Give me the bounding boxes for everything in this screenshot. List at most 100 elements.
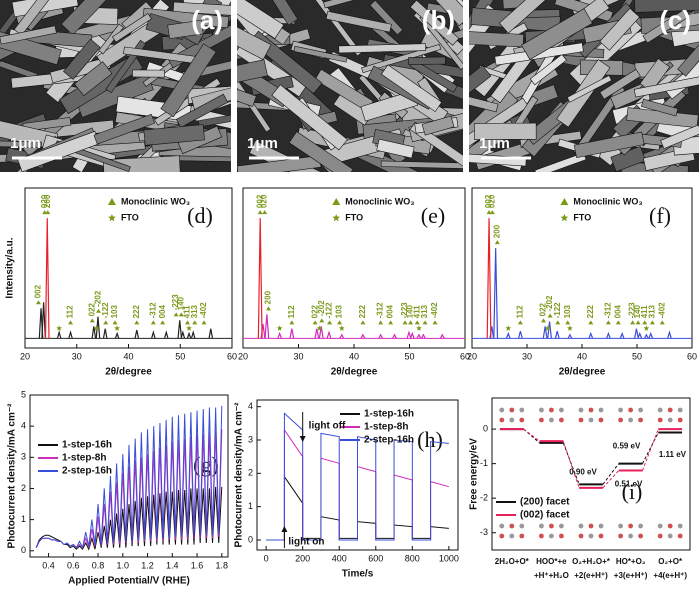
atom: [509, 407, 515, 413]
atom: [539, 417, 544, 423]
plate: [469, 64, 492, 105]
plate: [143, 124, 205, 146]
plate: [102, 155, 181, 172]
atom: [578, 533, 584, 539]
image-label: (a): [191, 5, 223, 35]
peak: [326, 330, 332, 339]
peak: [634, 328, 639, 339]
atom: [657, 417, 663, 423]
y-tick-label: 0: [21, 545, 26, 555]
peak: [493, 248, 499, 339]
peak: [44, 218, 50, 339]
plate: [237, 85, 257, 107]
peak-label: 140: [176, 296, 185, 310]
peak-marker: [262, 210, 268, 215]
arrow-head: [281, 526, 288, 532]
peak-label: -402: [657, 302, 666, 319]
scale-label: 1μm: [247, 135, 278, 152]
peak-marker: [422, 320, 428, 325]
peak-label: -202: [545, 295, 554, 312]
peak-marker: [134, 320, 140, 325]
atom: [657, 533, 663, 539]
fto-marker: [114, 325, 120, 331]
atom: [559, 533, 564, 539]
legend-label: FTO: [573, 212, 591, 222]
x-tick-label: 1000: [439, 553, 459, 563]
category-label: O₂+H₂O+*: [572, 557, 611, 566]
peak-label: -122: [553, 302, 562, 319]
plate: [529, 53, 567, 86]
atom: [509, 417, 515, 423]
image-label: (b): [422, 5, 455, 35]
legend-star: [560, 214, 569, 222]
peak-label: 200: [264, 290, 273, 304]
peak-label: 112: [66, 305, 75, 318]
x-tick-label: 400: [332, 553, 347, 563]
annotation: 0.51 eV: [615, 479, 643, 488]
atom: [598, 407, 604, 413]
atom: [667, 417, 673, 423]
peak-label: 411: [183, 305, 192, 318]
peak-marker: [360, 320, 366, 325]
peak: [554, 331, 560, 339]
peak-label: 313: [420, 304, 429, 318]
plot-frame: [256, 399, 459, 551]
peak-marker: [649, 320, 655, 325]
plate: [660, 124, 699, 149]
legend-label: (002) facet: [520, 510, 570, 521]
panel-label: (f): [649, 203, 671, 228]
plate: [566, 75, 612, 103]
atom: [667, 407, 673, 413]
x-tick-label: 800: [405, 553, 420, 563]
scale-label: 1μm: [10, 135, 41, 152]
plate: [175, 93, 229, 128]
peak-label: 313: [648, 304, 657, 318]
atom: [539, 533, 544, 539]
category-label: +4(e+H⁺): [653, 571, 687, 580]
annotation: light off: [309, 421, 346, 432]
atom: [638, 407, 643, 413]
plate: [132, 69, 165, 78]
peak-marker: [319, 318, 325, 323]
legend-label: FTO: [345, 212, 363, 222]
y-tick-label: 2: [248, 468, 253, 478]
peak-label: 020: [260, 194, 269, 208]
peak: [114, 331, 120, 339]
atom: [657, 523, 663, 529]
plate: [338, 43, 427, 54]
legend-triangle: [332, 198, 341, 205]
atom: [559, 417, 564, 423]
legend-star: [332, 214, 340, 222]
peak-label: 002: [34, 284, 43, 298]
peak-label: -202: [94, 290, 103, 307]
y-tick-label: 3: [21, 452, 26, 462]
x-tick-label: 1.2: [141, 560, 154, 570]
peak-label: 022: [87, 302, 96, 316]
plate: [599, 68, 641, 100]
atom: [499, 417, 505, 423]
x-tick-label: 20: [20, 351, 30, 361]
y-tick-label: 1: [248, 501, 253, 511]
peak: [667, 330, 672, 339]
x-tick-label: 30: [72, 351, 82, 361]
y-tick-label: -1: [480, 458, 488, 468]
atom: [519, 407, 525, 413]
plate: [573, 131, 645, 159]
peak: [505, 331, 511, 339]
atom: [578, 417, 584, 423]
atom: [618, 523, 623, 529]
atom: [519, 523, 525, 529]
series-line: [35, 405, 223, 550]
y-tick-label: -3: [480, 527, 488, 537]
peak-marker: [35, 300, 41, 305]
peak-marker: [257, 210, 263, 215]
plate: [469, 30, 524, 48]
peak-label: 103: [110, 304, 119, 318]
plate: [197, 113, 231, 128]
peak-marker: [588, 320, 594, 325]
peak: [318, 326, 324, 339]
peak: [542, 326, 548, 339]
peak-marker: [414, 320, 420, 325]
x-tick-label: 60: [687, 351, 697, 361]
plate: [237, 17, 272, 61]
